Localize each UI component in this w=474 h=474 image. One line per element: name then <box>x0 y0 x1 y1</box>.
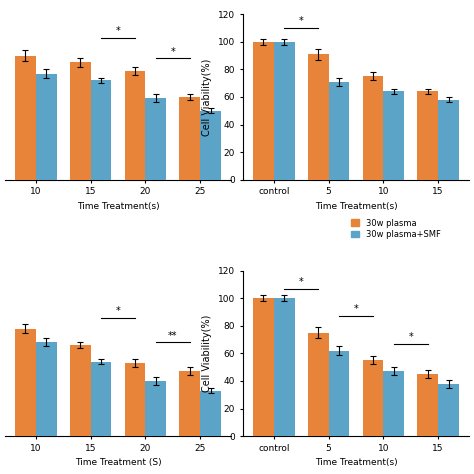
Bar <box>363 76 383 180</box>
X-axis label: Time Treatment(s): Time Treatment(s) <box>315 458 397 467</box>
Text: *: * <box>299 16 303 27</box>
Bar <box>179 97 200 180</box>
Bar <box>15 328 36 436</box>
Bar <box>417 91 438 180</box>
X-axis label: Time Treatment(s): Time Treatment(s) <box>315 202 397 211</box>
Bar <box>308 333 328 436</box>
Text: *: * <box>354 304 358 314</box>
Text: *: * <box>116 26 120 36</box>
X-axis label: Time Treatment (S): Time Treatment (S) <box>75 458 161 467</box>
Text: **: ** <box>168 331 178 341</box>
Bar <box>438 383 459 436</box>
Bar <box>328 351 349 436</box>
Y-axis label: Cell Viability(%): Cell Viability(%) <box>202 315 212 392</box>
Bar <box>91 362 111 436</box>
Bar <box>36 342 57 436</box>
Text: *: * <box>409 332 413 342</box>
Y-axis label: Cell Viability(%): Cell Viability(%) <box>202 58 212 136</box>
Bar <box>15 55 36 180</box>
Bar <box>70 63 91 180</box>
Text: *: * <box>171 46 175 57</box>
Text: *: * <box>299 277 303 287</box>
Bar <box>308 54 328 180</box>
Bar <box>438 100 459 180</box>
Bar <box>200 111 221 180</box>
Bar <box>253 298 274 436</box>
Bar <box>383 371 404 436</box>
Bar <box>125 363 146 436</box>
Legend: 30w plasma, 30w plasma+SMF: 30w plasma, 30w plasma+SMF <box>349 217 442 241</box>
Text: *: * <box>116 306 120 316</box>
Bar <box>363 360 383 436</box>
Bar <box>274 42 295 180</box>
Bar <box>91 81 111 180</box>
Bar <box>36 73 57 180</box>
Bar <box>383 91 404 180</box>
Bar <box>146 381 166 436</box>
Bar <box>253 42 274 180</box>
Bar <box>125 71 146 180</box>
Bar <box>200 391 221 436</box>
Bar <box>328 82 349 180</box>
Bar <box>417 374 438 436</box>
Bar <box>179 371 200 436</box>
Bar <box>146 98 166 180</box>
Bar <box>274 298 295 436</box>
Bar <box>70 345 91 436</box>
X-axis label: Time Treatment(s): Time Treatment(s) <box>77 202 159 211</box>
